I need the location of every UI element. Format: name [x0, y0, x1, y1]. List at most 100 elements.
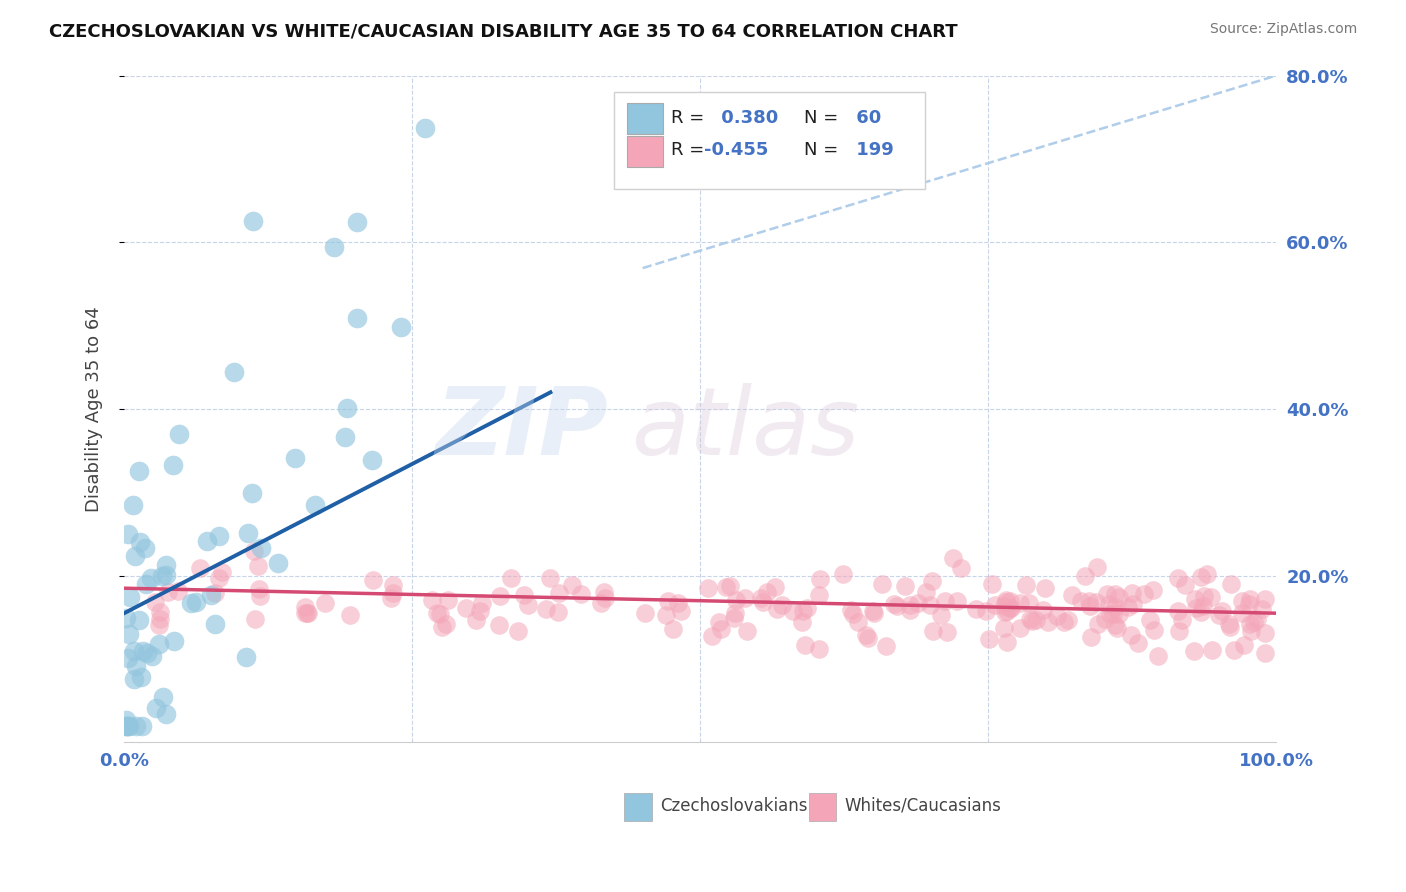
- Point: [117, 651, 139, 665]
- Point: [898, 602, 921, 616]
- Point: [1233, 638, 1256, 652]
- Point: [1078, 599, 1101, 614]
- Point: [1189, 605, 1212, 619]
- Point: [297, 606, 319, 620]
- Point: [464, 613, 486, 627]
- Point: [284, 451, 307, 466]
- Point: [155, 707, 177, 722]
- Text: 60: 60: [851, 109, 882, 127]
- Point: [118, 627, 141, 641]
- Point: [832, 566, 855, 581]
- Point: [169, 427, 191, 442]
- Point: [149, 605, 172, 619]
- Point: [128, 464, 150, 478]
- Point: [1239, 592, 1261, 607]
- Point: [763, 580, 786, 594]
- Point: [1018, 596, 1040, 610]
- Point: [314, 596, 336, 610]
- Point: [1107, 621, 1129, 635]
- Point: [117, 719, 139, 733]
- Point: [1174, 578, 1197, 592]
- Point: [547, 605, 569, 619]
- Point: [1218, 616, 1240, 631]
- Text: N =: N =: [804, 109, 844, 127]
- Text: atlas: atlas: [631, 384, 859, 475]
- Point: [995, 634, 1018, 648]
- Point: [155, 558, 177, 572]
- Point: [883, 597, 905, 611]
- Point: [488, 589, 510, 603]
- Point: [942, 550, 965, 565]
- Point: [136, 646, 159, 660]
- Point: [240, 486, 263, 500]
- Point: [122, 499, 145, 513]
- Point: [1192, 589, 1215, 603]
- Point: [1237, 597, 1260, 611]
- Point: [914, 585, 936, 599]
- Point: [141, 648, 163, 663]
- Point: [128, 613, 150, 627]
- Point: [1199, 590, 1222, 604]
- Point: [934, 594, 956, 608]
- Point: [1167, 604, 1189, 618]
- Point: [115, 719, 138, 733]
- Y-axis label: Disability Age 35 to 64: Disability Age 35 to 64: [86, 306, 103, 512]
- Point: [1118, 599, 1140, 614]
- Point: [782, 604, 804, 618]
- Point: [1015, 578, 1038, 592]
- Point: [471, 596, 494, 610]
- Point: [998, 594, 1021, 608]
- Point: [593, 591, 616, 605]
- Point: [1128, 636, 1150, 650]
- Point: [204, 617, 226, 632]
- Text: 0.380: 0.380: [716, 109, 779, 127]
- Point: [792, 604, 814, 618]
- Point: [886, 599, 908, 614]
- Point: [965, 602, 987, 616]
- Point: [855, 628, 877, 642]
- Point: [1251, 601, 1274, 615]
- Point: [634, 606, 657, 620]
- Point: [842, 607, 865, 622]
- FancyBboxPatch shape: [808, 793, 837, 822]
- Point: [247, 582, 270, 596]
- Text: ZIP: ZIP: [436, 383, 609, 475]
- Text: 199: 199: [851, 141, 894, 159]
- Point: [1167, 624, 1189, 638]
- Point: [145, 595, 167, 609]
- Point: [235, 650, 257, 665]
- Point: [238, 525, 260, 540]
- Point: [1070, 593, 1092, 607]
- Point: [122, 672, 145, 686]
- Point: [766, 602, 789, 616]
- Point: [1025, 613, 1047, 627]
- Point: [150, 569, 173, 583]
- Point: [734, 591, 756, 605]
- Point: [124, 549, 146, 563]
- Point: [662, 622, 685, 636]
- Point: [720, 579, 742, 593]
- Point: [1254, 591, 1277, 606]
- Point: [657, 594, 679, 608]
- Point: [1142, 583, 1164, 598]
- Point: [950, 561, 973, 575]
- Point: [426, 607, 449, 621]
- Point: [242, 213, 264, 227]
- Text: CZECHOSLOVAKIAN VS WHITE/CAUCASIAN DISABILITY AGE 35 TO 64 CORRELATION CHART: CZECHOSLOVAKIAN VS WHITE/CAUCASIAN DISAB…: [49, 22, 957, 40]
- Point: [1219, 620, 1241, 634]
- Point: [569, 586, 592, 600]
- Point: [117, 527, 139, 541]
- Point: [1101, 607, 1123, 622]
- Point: [875, 640, 897, 654]
- Point: [945, 594, 967, 608]
- Point: [1232, 594, 1254, 608]
- Point: [1046, 608, 1069, 623]
- Point: [204, 585, 226, 599]
- Point: [935, 624, 957, 639]
- Point: [437, 593, 460, 607]
- Point: [294, 600, 316, 615]
- Point: [131, 670, 153, 684]
- Point: [983, 599, 1005, 613]
- Point: [1133, 587, 1156, 601]
- Point: [548, 586, 571, 600]
